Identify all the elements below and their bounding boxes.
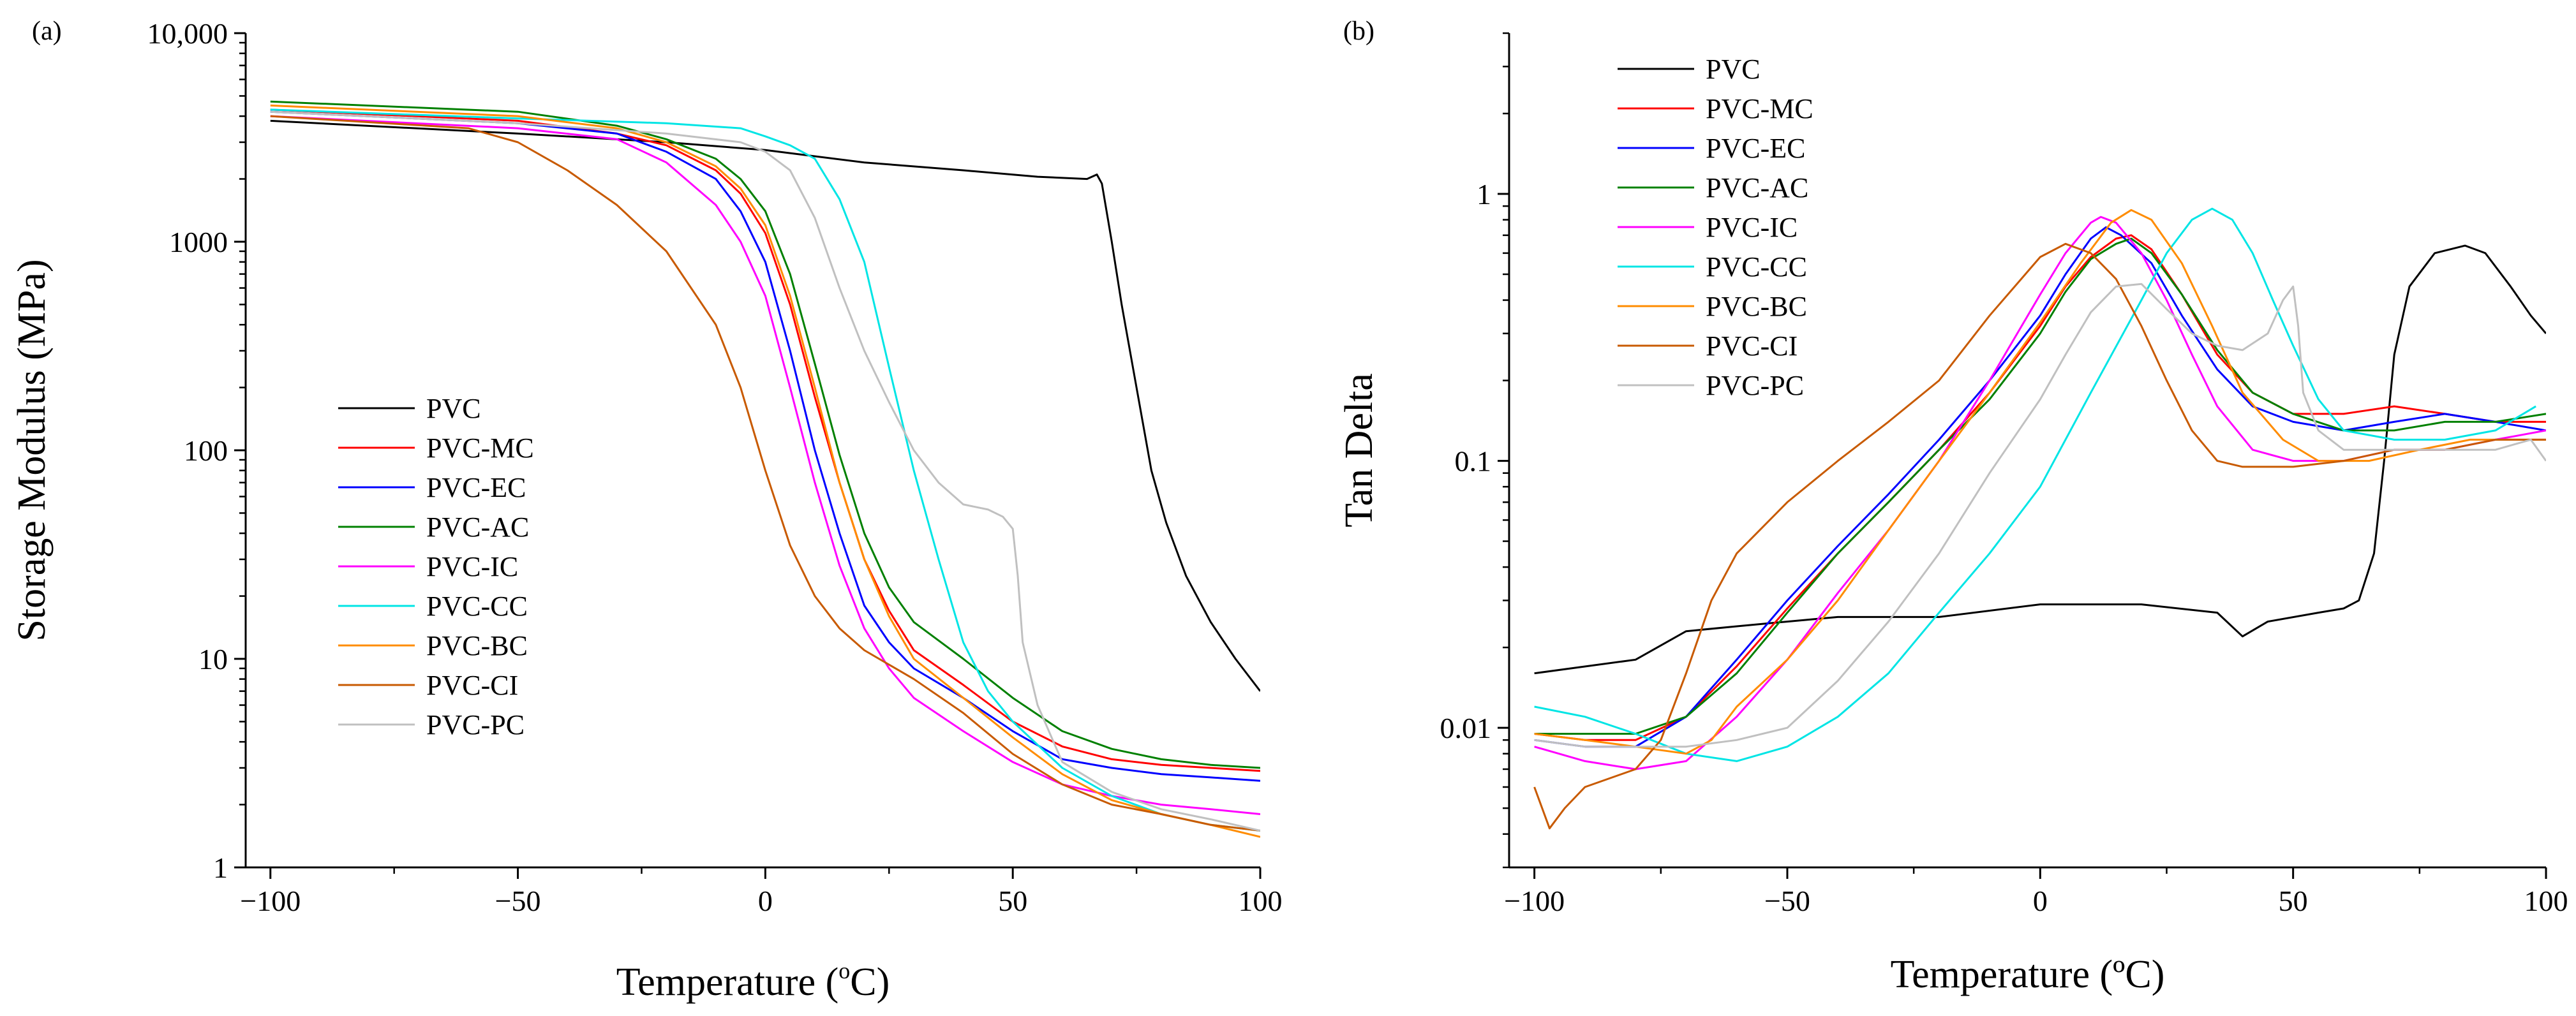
legend-label: PVC-PC [426,709,525,740]
series-line-pvc-ci [1533,242,2546,830]
legend-entry-pvc-mc: PVC-MC [1618,93,1813,124]
y-tick-label: 1 [1477,178,1491,210]
legend-entry-pvc-ci: PVC-CI [1618,330,1798,362]
series-line-pvc-mc [1534,234,2546,741]
x-tick-label: −50 [495,885,541,917]
legend-entry-pvc-ec: PVC-EC [1618,133,1805,164]
legend-entry-pvc-cc: PVC-CC [338,591,528,622]
legend-label: PVC-CC [426,591,528,622]
panel-b-tan-delta-chart: (b) −100 −50 0 50 100 0.01 0.1 1 Tan Delta Temper… [1337,17,2568,996]
legend-label: PVC-EC [1706,133,1805,164]
legend-label: PVC [1706,54,1761,85]
series-line-pvc-bc [270,104,1260,838]
legend-label: PVC-CC [1706,251,1807,283]
x-tick-label: 100 [2524,885,2568,917]
legend-entry-pvc: PVC [338,393,481,424]
y-tick-label: 1 [213,851,228,884]
series-line-pvc-ac [270,100,1260,769]
legend-entry-pvc-ic: PVC-IC [338,551,518,582]
legend-label: PVC-MC [426,432,534,464]
series-line-pvc [270,119,1260,692]
panel-a-series-group [270,100,1260,838]
legend-label: PVC-AC [426,512,529,543]
x-tick-label: 0 [758,885,773,917]
panel-a-legend: PVC PVC-MC PVC-EC PVC-AC PVC-IC PVC-CC PVC-BC P… [338,393,534,740]
x-axis-title: Temperature (oC) [616,958,890,1004]
x-tick-label: 100 [1239,885,1283,917]
series-line-pvc-ci [270,115,1260,832]
legend-entry-pvc-ac: PVC-AC [1618,172,1808,203]
x-tick-label: −50 [1764,885,1810,917]
legend-entry-pvc-pc: PVC-PC [338,709,525,740]
x-tick-label: 50 [2279,885,2308,917]
x-tick-label: 0 [2033,885,2048,917]
legend-label: PVC-EC [426,472,526,503]
legend-label: PVC-BC [1706,291,1807,322]
legend-label: PVC-CI [426,670,518,701]
legend-label: PVC-PC [1706,370,1804,401]
series-line-pvc-ec [270,110,1260,782]
series-line-pvc-pc [270,110,1260,832]
legend-label: PVC-IC [1706,212,1798,243]
legend-entry-pvc-ec: PVC-EC [338,472,526,503]
x-tick-label: −100 [240,885,301,917]
legend-entry-pvc-mc: PVC-MC [338,432,534,464]
legend-entry-pvc-ci: PVC-CI [338,670,518,701]
x-tick-label: 50 [998,885,1027,917]
legend-label: PVC-CI [1706,330,1798,362]
x-axis-title: Temperature (ºC) [1891,953,2165,996]
y-tick-label: 10 [198,643,228,675]
y-tick-label: 0.1 [1455,445,1492,478]
legend-label: PVC-BC [426,630,528,661]
y-tick-label: 0.01 [1440,712,1492,744]
panel-a-storage-modulus-chart: (a) −100 −50 0 50 100 1 10 100 1000 10,000 Storage… [10,17,1283,1004]
panel-b-series-group [1533,207,2546,830]
legend-label: PVC-IC [426,551,518,582]
y-tick-label: 100 [184,434,228,467]
panel-b-legend: PVC PVC-MC PVC-EC PVC-AC PVC-IC PVC-CC PVC-BC P… [1618,54,1813,401]
series-line-pvc-pc [1534,283,2546,748]
legend-label: PVC-MC [1706,93,1813,124]
y-tick-label: 1000 [169,226,228,258]
series-line-pvc-ic [270,115,1260,815]
legend-entry-pvc-bc: PVC-BC [1618,291,1807,322]
series-line-pvc-cc [270,108,1260,832]
series-line-pvc-bc [1534,209,2546,755]
legend-entry-pvc-bc: PVC-BC [338,630,528,661]
panel-label-a: (a) [32,17,62,46]
y-axis-title: Tan Delta [1337,373,1381,527]
x-tick-label: −100 [1504,885,1565,917]
legend-label: PVC-AC [1706,172,1808,203]
panel-b-axes: −100 −50 0 50 100 0.01 0.1 1 Tan Delta Temperatur… [1337,32,2568,996]
legend-entry-pvc-ac: PVC-AC [338,512,529,543]
panel-a-axes: −100 −50 0 50 100 1 10 100 1000 10,000 Storage Mod… [10,17,1283,1004]
legend-label: PVC [426,393,481,424]
legend-entry-pvc: PVC [1618,54,1761,85]
y-axis-title: Storage Modulus (MPa) [10,259,54,641]
legend-entry-pvc-cc: PVC-CC [1618,251,1807,283]
series-line-pvc [1534,244,2546,675]
y-tick-label: 10,000 [147,17,228,50]
panel-label-b: (b) [1343,17,1374,46]
series-line-pvc-cc [1534,207,2536,762]
legend-entry-pvc-pc: PVC-PC [1618,370,1804,401]
legend-entry-pvc-ic: PVC-IC [1618,212,1798,243]
